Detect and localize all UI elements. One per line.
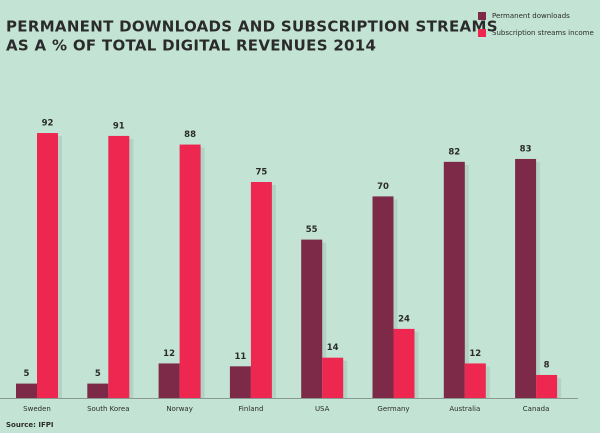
data-label: 88	[184, 130, 196, 140]
data-label: 5	[95, 369, 101, 379]
bar	[515, 158, 537, 398]
chart-title: PERMANENT DOWNLOADS AND SUBSCRIPTION STR…	[6, 18, 498, 36]
data-label: 11	[234, 352, 246, 362]
bar	[322, 357, 344, 398]
bar	[229, 366, 251, 398]
source: Source: IFPI	[6, 421, 54, 429]
bar	[158, 363, 180, 398]
data-label: 70	[377, 182, 389, 192]
data-label: 91	[113, 121, 125, 131]
legend-swatch	[478, 12, 486, 20]
data-label: 92	[42, 119, 54, 129]
x-tick-label: Sweden	[23, 405, 51, 413]
x-tick-label: Finland	[238, 405, 263, 413]
chart-title: AS A % OF TOTAL DIGITAL REVENUES 2014	[6, 37, 376, 55]
x-tick-label: USA	[315, 405, 330, 413]
bar	[250, 182, 272, 398]
bar	[37, 133, 58, 399]
legend-label: Subscription streams income	[492, 29, 594, 37]
data-label: 5	[24, 369, 30, 379]
bar	[87, 383, 109, 398]
bar	[301, 239, 323, 398]
bar	[536, 374, 558, 398]
data-label: 24	[398, 314, 410, 324]
data-label: 75	[255, 168, 267, 178]
legend-label: Permanent downloads	[492, 12, 570, 20]
bar	[372, 196, 394, 398]
bar	[179, 144, 201, 398]
bar	[443, 161, 465, 398]
x-tick-label: Australia	[449, 405, 480, 413]
data-label: 14	[327, 343, 339, 353]
data-label: 82	[448, 147, 460, 157]
data-label: 83	[520, 144, 532, 154]
data-label: 12	[163, 349, 175, 359]
bar	[393, 328, 415, 398]
x-tick-label: Germany	[377, 405, 409, 413]
x-tick-label: Canada	[523, 405, 550, 413]
bar	[108, 135, 130, 399]
x-tick-label: South Korea	[87, 405, 129, 413]
legend-swatch	[478, 29, 486, 37]
bar	[464, 363, 486, 398]
data-label: 12	[469, 349, 481, 359]
x-tick-label: Norway	[166, 405, 193, 413]
bar	[16, 383, 37, 398]
data-label: 55	[306, 225, 318, 235]
data-label: 8	[544, 360, 550, 370]
